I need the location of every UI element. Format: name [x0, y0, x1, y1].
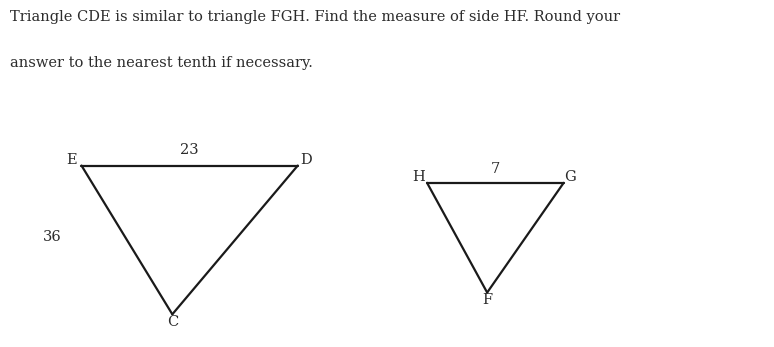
Text: G: G: [564, 170, 577, 184]
Text: H: H: [413, 170, 425, 184]
Text: 36: 36: [43, 230, 62, 244]
Text: F: F: [482, 293, 492, 307]
Text: D: D: [300, 153, 312, 167]
Text: 23: 23: [180, 143, 199, 156]
Text: 7: 7: [491, 162, 500, 176]
Text: Triangle CDE is similar to triangle FGH. Find the measure of side HF. Round your: Triangle CDE is similar to triangle FGH.…: [10, 10, 620, 24]
Text: E: E: [67, 153, 77, 167]
Text: C: C: [166, 315, 178, 329]
Text: answer to the nearest tenth if necessary.: answer to the nearest tenth if necessary…: [10, 56, 313, 69]
